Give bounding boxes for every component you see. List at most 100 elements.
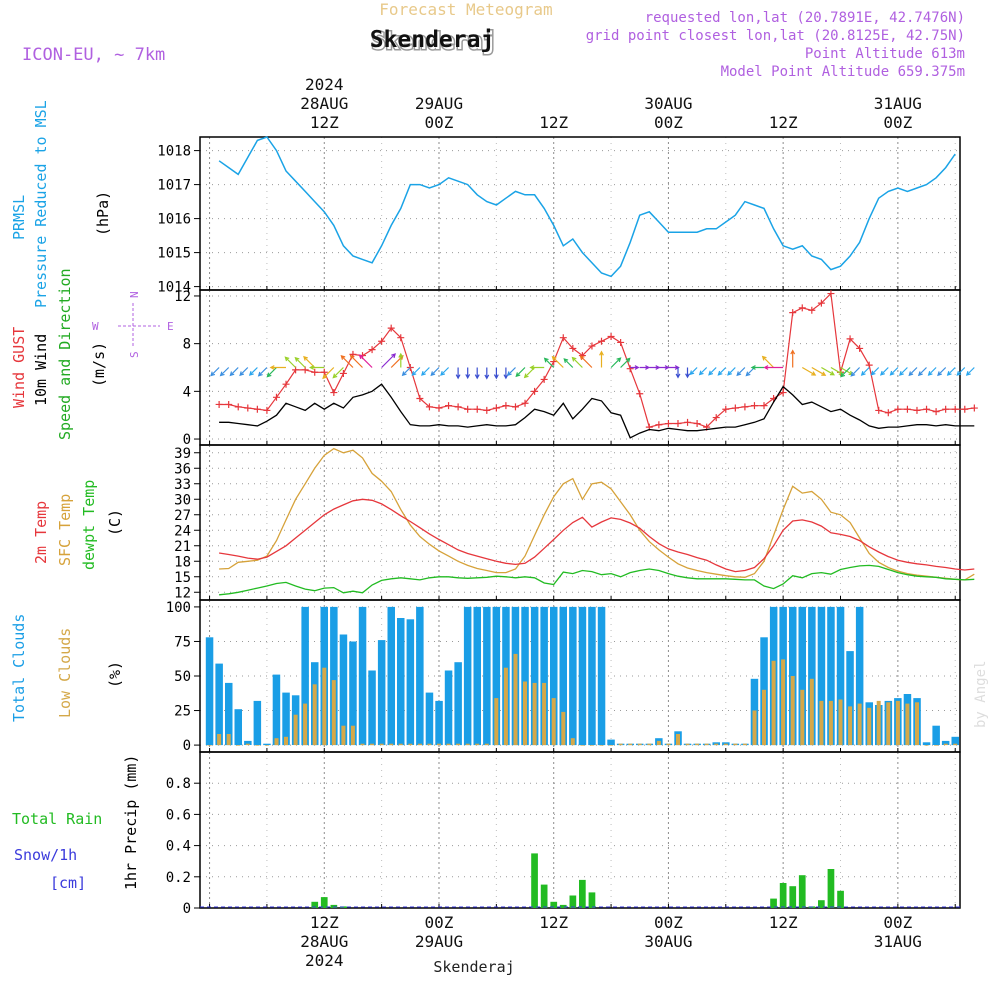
wind-ytick-label: 0 bbox=[183, 432, 191, 448]
wind-direction-arrow bbox=[506, 367, 516, 377]
temp-ytick-label: 15 bbox=[174, 570, 191, 586]
wind-direction-arrow bbox=[790, 349, 796, 368]
bottom-time-label: 31AUG bbox=[874, 932, 922, 951]
pressure-reduced-label: Pressure Reduced to MSL bbox=[32, 100, 50, 308]
low-cloud-bar bbox=[781, 659, 786, 746]
low-cloud-bar bbox=[475, 743, 480, 746]
wind-gust-marker bbox=[741, 403, 749, 411]
total-cloud-bar bbox=[597, 606, 606, 746]
temp-ytick-label: 33 bbox=[174, 477, 191, 493]
wind-gust-marker bbox=[617, 338, 625, 346]
low-cloud-bar bbox=[532, 682, 537, 746]
model-label: ICON-EU, ~ 7km bbox=[22, 45, 165, 65]
total-cloud-bar bbox=[368, 670, 376, 746]
low-cloud-bar bbox=[437, 743, 441, 746]
low-cloud-bar bbox=[867, 707, 872, 746]
low-cloud-bar bbox=[551, 698, 556, 746]
rain-bar bbox=[837, 890, 844, 908]
rain-bar bbox=[798, 875, 806, 908]
wind-gust-marker bbox=[301, 366, 309, 374]
total-cloud-bar bbox=[406, 619, 415, 745]
wind-gust-marker bbox=[750, 402, 758, 410]
wind-direction-arrow bbox=[381, 353, 396, 368]
low-cloud-bar bbox=[245, 743, 250, 746]
top-time-label: 12Z bbox=[310, 113, 339, 132]
total-cloud-bar bbox=[846, 651, 854, 746]
total-cloud-bar bbox=[425, 692, 434, 746]
wind-gust-marker bbox=[808, 306, 816, 314]
total-cloud-bar bbox=[483, 606, 491, 746]
wind-gust-marker bbox=[292, 366, 300, 374]
low-clouds-label: Low Clouds bbox=[56, 628, 74, 718]
rain-bar bbox=[569, 895, 577, 908]
low-cloud-bar bbox=[360, 743, 365, 746]
low-cloud-bar bbox=[207, 745, 212, 746]
total-cloud-bar bbox=[253, 700, 262, 746]
low-cloud-bar bbox=[398, 743, 403, 746]
top-time-label: 2024 bbox=[305, 75, 344, 94]
wind-direction-arrow bbox=[675, 367, 681, 379]
wind-direction-arrow bbox=[879, 367, 889, 376]
dewpt-line bbox=[219, 564, 975, 596]
wind-gust-marker bbox=[903, 405, 911, 413]
rain-bar bbox=[827, 869, 835, 908]
wind-gust-line bbox=[219, 292, 975, 428]
low-cloud-bar bbox=[628, 743, 633, 746]
low-cloud-bar bbox=[895, 700, 900, 746]
wind-gust-marker bbox=[961, 405, 969, 413]
wind-gust-marker bbox=[598, 337, 606, 345]
low-cloud-bar bbox=[771, 660, 776, 746]
rain-bar bbox=[531, 853, 538, 908]
wind-direction-arrow bbox=[248, 367, 258, 376]
wind-gust-marker bbox=[760, 402, 768, 410]
wind-direction-arrow bbox=[210, 367, 220, 377]
temp-ytick-label: 24 bbox=[174, 523, 191, 539]
wind-gust-marker bbox=[884, 409, 892, 417]
wind-direction-arrow bbox=[332, 367, 344, 379]
rain-bar bbox=[588, 892, 596, 908]
wind-gust-marker bbox=[435, 404, 443, 412]
pressure-ytick-label: 1015 bbox=[157, 246, 191, 262]
temp-ytick-label: 36 bbox=[174, 461, 191, 477]
wind-direction-arrow bbox=[658, 365, 670, 370]
total-cloud-bar bbox=[263, 743, 271, 746]
wind-gust-marker bbox=[263, 406, 271, 414]
low-cloud-bar bbox=[446, 743, 451, 746]
low-cloud-bar bbox=[685, 743, 690, 746]
total-cloud-bar bbox=[215, 663, 223, 746]
temp-ytick-label: 18 bbox=[174, 554, 191, 570]
clouds-ytick-label: 0 bbox=[183, 738, 191, 754]
wind-direction-arrow bbox=[551, 355, 564, 368]
wind-direction-arrow bbox=[579, 355, 593, 368]
wind-direction-arrow bbox=[411, 367, 421, 376]
bottom-time-label: 28AUG bbox=[300, 932, 348, 951]
low-cloud-bar bbox=[561, 711, 566, 746]
total-cloud-bar bbox=[559, 606, 567, 746]
wind-direction-arrow bbox=[515, 367, 526, 378]
total-cloud-bar bbox=[473, 606, 481, 746]
wind-gust-label: Wind GUST bbox=[10, 327, 28, 408]
low-cloud-bar bbox=[714, 743, 719, 746]
wind-direction-arrow bbox=[860, 367, 870, 376]
wind-gust-marker bbox=[406, 364, 414, 371]
wind-gust-marker bbox=[454, 403, 462, 411]
low-cloud-bar bbox=[284, 736, 288, 746]
low-cloud-bar bbox=[341, 725, 346, 745]
low-cloud-bar bbox=[523, 681, 527, 746]
snow-unit-label: [cm] bbox=[50, 874, 86, 892]
low-cloud-bar bbox=[322, 667, 327, 746]
compass-legend: N S W E bbox=[92, 291, 174, 358]
rain-bar bbox=[779, 883, 787, 908]
wind-gust-marker bbox=[225, 400, 233, 408]
low-cloud-bar bbox=[666, 743, 671, 746]
wind-direction-arrow bbox=[269, 365, 286, 370]
total-cloud-bar bbox=[272, 674, 281, 746]
wind-gust-marker bbox=[339, 369, 347, 377]
precip-axis-label: 1hr Precip (mm) bbox=[122, 755, 140, 890]
compass-e: E bbox=[167, 320, 174, 333]
wind-direction-arrow bbox=[850, 367, 861, 377]
top-time-label: 31AUG bbox=[874, 94, 922, 113]
wind-direction-arrow bbox=[430, 367, 440, 377]
wind-ytick-label: 12 bbox=[174, 289, 191, 305]
bottom-time-label: 29AUG bbox=[415, 932, 463, 951]
